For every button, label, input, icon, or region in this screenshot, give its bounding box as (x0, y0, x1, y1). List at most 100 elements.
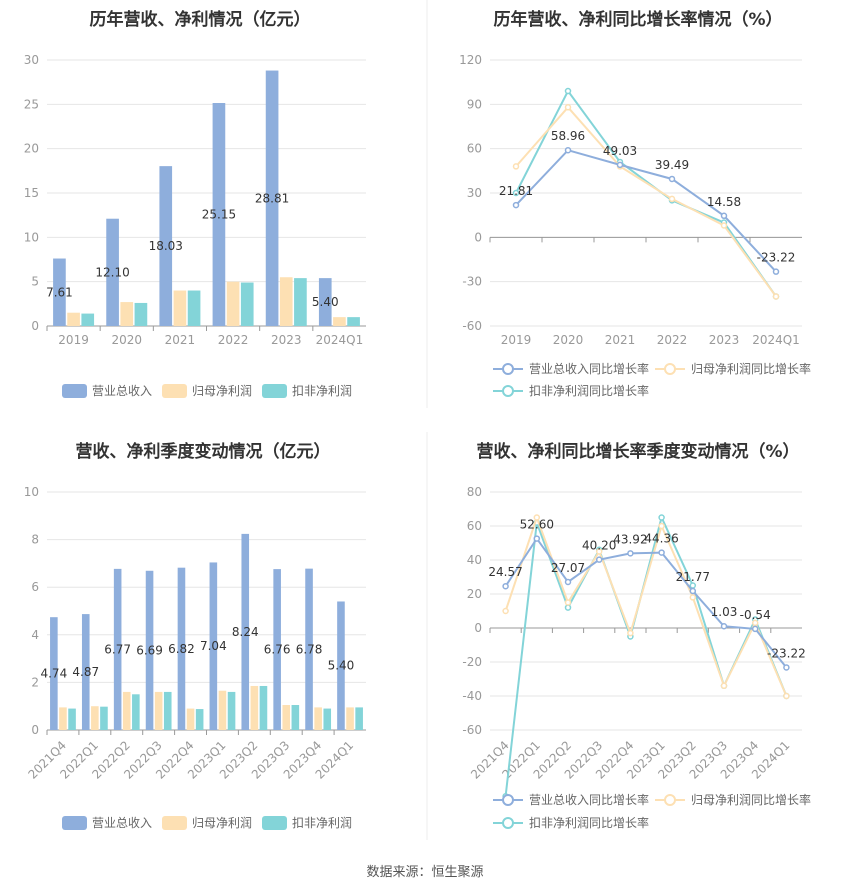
data-point (668, 195, 676, 203)
x-tick-label: 2021 (165, 333, 196, 347)
bar (282, 705, 291, 730)
chart-title: 营收、净利同比增长率季度变动情况（%） (476, 441, 799, 462)
data-label: 39.49 (655, 158, 689, 172)
y-tick-label: 6 (31, 580, 39, 594)
legend-swatch (162, 816, 187, 830)
bar (53, 258, 66, 326)
bar (347, 317, 360, 326)
legend-item[interactable]: 营业总收入 (62, 384, 152, 398)
data-label: 6.78 (296, 642, 323, 656)
data-label: 6.82 (168, 642, 195, 656)
legend-item[interactable]: 营业总收入同比增长率 (493, 792, 649, 807)
data-label: 7.61 (46, 285, 73, 299)
x-tick-label: 2023 (271, 333, 302, 347)
y-tick-label: 60 (467, 142, 482, 156)
legend-item[interactable]: 归母净利润同比增长率 (655, 792, 811, 807)
data-label: 52.60 (520, 518, 554, 532)
series-line (515, 89, 777, 298)
y-tick-label: -60 (462, 319, 482, 333)
chart-2: 历年营收、净利同比增长率情况（%） -60 -30 0 30 60 90 120 2019 202… (459, 9, 811, 398)
data-point (751, 619, 759, 627)
x-tick-label: 2022 (657, 333, 688, 347)
x-tick-label: 2020 (553, 333, 584, 347)
data-label: 24.57 (488, 565, 522, 579)
data-point (564, 146, 572, 154)
bar (259, 685, 268, 730)
data-label: 43.92 (613, 532, 647, 546)
data-label: 5.40 (312, 295, 339, 309)
data-label: 25.15 (202, 208, 236, 222)
data-label: 6.69 (136, 643, 163, 657)
y-tick-label: 0 (31, 723, 39, 737)
x-tick-label: 2021 (605, 333, 636, 347)
bar (177, 567, 186, 730)
y-tick-label: 60 (467, 519, 482, 533)
legend-swatch (162, 384, 187, 398)
chart-3: 营收、净利季度变动情况（亿元）02468102021Q42022Q12022Q2… (24, 441, 366, 830)
y-tick-label: 30 (24, 53, 39, 67)
bar (250, 685, 259, 730)
data-point (658, 514, 665, 521)
x-tick-label: 2024Q1 (316, 333, 364, 347)
bar (59, 707, 67, 730)
y-tick-label: 80 (467, 485, 482, 499)
data-point (627, 550, 634, 557)
legend-item[interactable]: 扣非净利润 (262, 816, 352, 830)
legend-item[interactable]: 扣非净利润同比增长率 (493, 383, 649, 398)
y-tick-label: 25 (24, 97, 39, 111)
y-tick-label: 0 (31, 319, 39, 333)
legend-item[interactable]: 归母净利润同比增长率 (655, 361, 811, 376)
data-point (533, 535, 541, 542)
data-point (783, 692, 790, 700)
legend-item[interactable]: 营业总收入同比增长率 (493, 361, 649, 376)
legend-item[interactable]: 归母净利润 (162, 816, 252, 830)
legend-item[interactable]: 扣非净利润同比增长率 (493, 815, 649, 830)
chart-title: 历年营收、净利同比增长率情况（%） (493, 9, 782, 30)
bar (355, 707, 363, 730)
y-tick-label: 4 (31, 628, 39, 642)
legend-item[interactable]: 归母净利润 (162, 384, 252, 398)
data-label: 4.74 (40, 667, 67, 681)
bar (273, 569, 281, 730)
y-tick-label: 10 (24, 230, 39, 244)
data-point (502, 582, 509, 590)
legend-label: 归母净利润 (192, 384, 252, 398)
legend-swatch (262, 816, 287, 830)
bar (134, 302, 148, 326)
bar (81, 614, 90, 730)
y-tick-label: 2 (31, 675, 39, 689)
data-label: 49.03 (603, 144, 637, 158)
legend-marker (664, 363, 676, 375)
bar (113, 568, 122, 730)
bar (294, 278, 307, 326)
data-label: 4.87 (72, 665, 99, 679)
data-point (533, 514, 541, 521)
bar (333, 317, 346, 326)
bar (241, 533, 250, 730)
bar (226, 281, 240, 326)
bar (154, 691, 163, 730)
data-label: 14.58 (707, 195, 741, 209)
data-point (564, 604, 572, 611)
y-tick-label: 10 (24, 485, 39, 499)
bar (337, 601, 345, 730)
y-tick-label: -20 (462, 655, 482, 669)
bar (120, 302, 134, 326)
bar (173, 290, 187, 326)
legend-marker (502, 794, 514, 806)
legend-item[interactable]: 营业总收入 (62, 816, 152, 830)
legend-marker (502, 363, 514, 375)
x-tick-label: 2024Q1 (752, 333, 800, 347)
legend-item[interactable]: 扣非净利润 (262, 384, 352, 398)
data-source: 数据来源：恒生聚源 (366, 865, 483, 880)
y-tick-label: 8 (31, 533, 39, 547)
legend-marker (502, 817, 514, 829)
y-tick-label: -30 (462, 275, 482, 289)
series-line (515, 149, 777, 273)
data-point (772, 268, 780, 275)
data-label: 6.76 (264, 643, 291, 657)
data-point (689, 594, 697, 601)
data-label: 7.04 (200, 639, 227, 653)
data-label: 40.20 (582, 539, 616, 553)
bar (240, 282, 254, 326)
